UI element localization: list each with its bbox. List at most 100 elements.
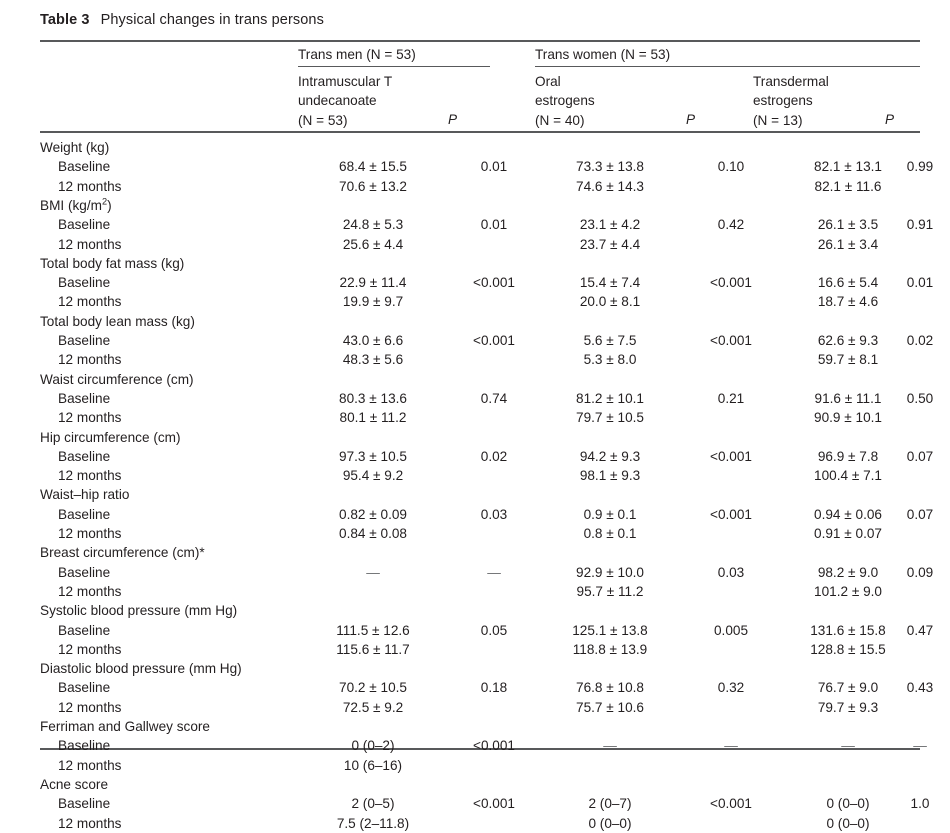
table-row: 12 months 95.4 ± 9.2 98.1 ± 9.3 100.4 ± 7.1 (40, 466, 920, 485)
column-header-p-1: P (448, 112, 458, 127)
table-row: 12 months 19.9 ± 9.7 20.0 ± 8.1 18.7 ± 4.6 (40, 292, 920, 311)
column-header-p-3: P (885, 112, 895, 127)
cell-value-transdermal-estrogens: 91.6 ± 11.1 (814, 390, 882, 406)
table-row: 12 months 115.6 ± 11.7 118.8 ± 13.9 128.8 ±… (40, 640, 920, 659)
cell-pvalue-transdermal-estrogens: 0.02 (906, 333, 934, 348)
cell-value-intramuscular-t: 97.3 ± 10.5 (339, 448, 407, 464)
cell-pvalue-transdermal-estrogens: 0.01 (906, 275, 934, 291)
table-row: Baseline 43.0 ± 6.6 <0.001 5.6 ± 7.5 <0.001 6… (40, 331, 933, 350)
cell-value-transdermal-estrogens: 26.1 ± 3.5 (817, 217, 879, 233)
cell-value-oral-estrogens: 95.7 ± 11.2 (576, 583, 644, 599)
cell-pvalue-intramuscular-t: 0.03 (480, 506, 508, 522)
cell-value-oral-estrogens: 23.1 ± 4.2 (579, 217, 641, 233)
cell-value-transdermal-estrogens: 98.2 ± 9.0 (817, 564, 879, 580)
cell-value-transdermal-estrogens: 101.2 ± 9.0 (814, 583, 882, 599)
cell-pvalue-oral-estrogens: <0.001 (710, 275, 752, 291)
cell-pvalue-oral-estrogens: 0.21 (717, 390, 745, 406)
column-header-oral-estrogens: Oral estrogens (N = 40) (535, 72, 595, 130)
cell-value-transdermal-estrogens: 59.7 ± 8.1 (817, 352, 879, 368)
cell-value-transdermal-estrogens: 100.4 ± 7.1 (814, 468, 882, 484)
row-group-label: Waist–hip ratio (40, 487, 130, 503)
cell-pvalue-transdermal-estrogens: 1.0 (910, 796, 930, 812)
table-row: 12 months 70.6 ± 13.2 74.6 ± 14.3 82.1 ± 11… (40, 177, 920, 196)
cell-pvalue-oral-estrogens: <0.001 (710, 796, 752, 812)
cell-value-transdermal-estrogens: 76.7 ± 9.0 (817, 680, 879, 696)
cell-value-transdermal-estrogens: 82.1 ± 13.1 (814, 159, 882, 175)
table-row: 12 months 7.5 (2–11.8) 0 (0–0) 0 (0–0) (40, 814, 920, 833)
cell-pvalue-transdermal-estrogens: 0.50 (906, 390, 934, 406)
row-label: 12 months (58, 526, 122, 541)
row-group-label: Breast circumference (cm)* (40, 545, 205, 561)
cell-pvalue-transdermal-estrogens: 0.07 (906, 506, 934, 522)
cell-pvalue-intramuscular-t: 0.02 (480, 448, 508, 464)
cell-pvalue-intramuscular-t: <0.001 (473, 796, 515, 812)
cell-value-intramuscular-t: 0 (0–2) (351, 738, 395, 754)
cell-value-transdermal-estrogens: 26.1 ± 3.4 (817, 236, 879, 252)
table-row: Baseline 2 (0–5) <0.001 2 (0–7) <0.001 0 (0–0… (40, 794, 929, 813)
column-header-line1: Oral (535, 74, 561, 89)
cell-pvalue-oral-estrogens: 0.42 (717, 217, 745, 233)
table-row: 12 months 10 (6–16) (40, 756, 920, 775)
cell-value-intramuscular-t: 22.9 ± 11.4 (339, 275, 407, 291)
cell-value-transdermal-estrogens: 131.6 ± 15.8 (810, 622, 886, 638)
column-header-line1: Transdermal (753, 74, 829, 89)
cell-value-oral-estrogens: 20.0 ± 8.1 (579, 294, 641, 310)
table-row: Baseline 97.3 ± 10.5 0.02 94.2 ± 9.3 <0.001 9… (40, 447, 933, 466)
cell-value-transdermal-estrogens: 0.94 ± 0.06 (814, 506, 882, 522)
cell-value-intramuscular-t: 24.8 ± 5.3 (342, 217, 404, 233)
cell-value-transdermal-estrogens: 96.9 ± 7.8 (817, 448, 879, 464)
table-row: 12 months 80.1 ± 11.2 79.7 ± 10.5 90.9 ± 10… (40, 408, 920, 427)
cell-value-oral-estrogens: 74.6 ± 14.3 (576, 178, 644, 194)
rule-group-trans-men (298, 66, 490, 68)
rule-top (40, 40, 920, 43)
column-header-line3: (N = 40) (535, 112, 585, 128)
table-row-group: Acne score (40, 775, 920, 794)
cell-value-intramuscular-t: 7.5 (2–11.8) (336, 815, 410, 831)
row-group-label: Waist circumference (cm) (40, 371, 194, 387)
table-row: 12 months 48.3 ± 5.6 5.3 ± 8.0 59.7 ± 8.1 (40, 350, 920, 369)
cell-value-oral-estrogens: 2 (0–7) (588, 796, 632, 812)
row-group-label: Diastolic blood pressure (mm Hg) (40, 661, 242, 677)
table-row: Baseline 0 (0–2) <0.001 — — — — (40, 736, 927, 755)
cell-value-intramuscular-t: 43.0 ± 6.6 (342, 333, 404, 348)
cell-value-transdermal-estrogens: 79.7 ± 9.3 (817, 699, 879, 715)
cell-value-oral-estrogens: 75.7 ± 10.6 (576, 699, 644, 715)
table-caption: Table 3 Physical changes in trans persons (40, 12, 324, 28)
row-label: Baseline (58, 159, 111, 175)
cell-value-oral-estrogens: — (603, 738, 617, 754)
cell-value-intramuscular-t: 80.3 ± 13.6 (339, 390, 407, 406)
cell-pvalue-transdermal-estrogens: — (913, 738, 927, 754)
row-label: 12 months (58, 236, 122, 252)
cell-value-intramuscular-t: 72.5 ± 9.2 (342, 699, 404, 715)
table-row: Baseline 70.2 ± 10.5 0.18 76.8 ± 10.8 0.32 76… (40, 678, 933, 697)
superscript: 2 (101, 196, 108, 207)
rule-group-trans-women (535, 66, 920, 68)
column-header-line3: (N = 53) (298, 112, 348, 128)
table-row-group: Weight (kg) (40, 138, 920, 157)
cell-pvalue-oral-estrogens: 0.03 (717, 564, 745, 580)
cell-value-oral-estrogens: 118.8 ± 13.9 (572, 641, 648, 657)
cell-value-transdermal-estrogens: 82.1 ± 11.6 (814, 178, 882, 194)
cell-value-oral-estrogens: 23.7 ± 4.4 (579, 236, 641, 252)
cell-value-intramuscular-t: 48.3 ± 5.6 (342, 352, 404, 368)
table-row-group: Breast circumference (cm)* (40, 543, 920, 562)
row-label: 12 months (58, 294, 122, 310)
rule-header-bottom (40, 131, 920, 134)
table-row-group: Diastolic blood pressure (mm Hg) (40, 659, 920, 678)
cell-pvalue-transdermal-estrogens: 0.09 (906, 564, 934, 580)
cell-value-oral-estrogens: 0.9 ± 0.1 (583, 506, 637, 522)
cell-value-intramuscular-t: 25.6 ± 4.4 (342, 236, 404, 252)
cell-pvalue-oral-estrogens: <0.001 (710, 333, 752, 348)
row-label: 12 months (58, 352, 122, 368)
cell-value-oral-estrogens: 81.2 ± 10.1 (576, 390, 644, 406)
table-row-group: BMI (kg/m2) (40, 196, 920, 215)
group-header-trans-women: Trans women (N = 53) (535, 47, 671, 62)
row-label: 12 months (58, 583, 122, 599)
cell-value-intramuscular-t: 80.1 ± 11.2 (339, 410, 407, 426)
cell-value-oral-estrogens: 98.1 ± 9.3 (579, 468, 641, 484)
table-title: Physical changes in trans persons (100, 12, 324, 28)
row-label: Baseline (58, 738, 111, 754)
cell-value-transdermal-estrogens: 0 (0–0) (826, 815, 870, 831)
cell-pvalue-oral-estrogens: 0.32 (717, 680, 745, 696)
cell-pvalue-oral-estrogens: <0.001 (710, 448, 752, 464)
